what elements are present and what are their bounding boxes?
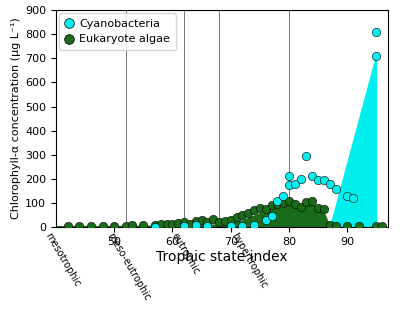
Eukaryote algae [228, 217, 234, 222]
Cyanobacteria [303, 153, 310, 159]
Eukaryote algae [356, 223, 362, 228]
Eukaryote algae [292, 201, 298, 207]
Eukaryote algae [286, 198, 292, 203]
Cyanobacteria [350, 195, 356, 201]
Y-axis label: Chlorophyll-α concentration (µg L⁻¹): Chlorophyll-α concentration (µg L⁻¹) [11, 18, 21, 219]
Polygon shape [330, 56, 376, 227]
Eukaryote algae [274, 201, 280, 207]
Text: meso-eutrophic: meso-eutrophic [105, 231, 152, 302]
Cyanobacteria [298, 176, 304, 182]
Cyanobacteria [262, 217, 269, 222]
Cyanobacteria [292, 181, 298, 186]
Eukaryote algae [128, 222, 135, 228]
Polygon shape [56, 204, 330, 227]
Eukaryote algae [268, 203, 275, 208]
Cyanobacteria [326, 181, 333, 186]
Eukaryote algae [257, 205, 263, 210]
Eukaryote algae [298, 204, 304, 209]
Eukaryote algae [111, 223, 118, 229]
Eukaryote algae [315, 205, 321, 210]
Eukaryote algae [210, 216, 216, 221]
Eukaryote algae [251, 207, 257, 213]
Cyanobacteria [239, 223, 246, 228]
Cyanobacteria [251, 222, 257, 227]
Eukaryote algae [169, 221, 176, 227]
X-axis label: Trophic state index: Trophic state index [156, 249, 288, 264]
Eukaryote algae [99, 223, 106, 228]
Cyanobacteria [204, 224, 211, 229]
Eukaryote algae [181, 220, 187, 225]
Eukaryote algae [164, 221, 170, 226]
Eukaryote algae [187, 221, 193, 226]
Eukaryote algae [152, 222, 158, 228]
Cyanobacteria [286, 182, 292, 188]
Text: mesotrophic: mesotrophic [43, 231, 82, 288]
Cyanobacteria [321, 177, 327, 183]
Text: hypertrophic: hypertrophic [229, 231, 268, 290]
Eukaryote algae [158, 221, 164, 227]
Cyanobacteria [344, 193, 350, 198]
Eukaryote algae [192, 218, 199, 224]
Eukaryote algae [233, 215, 240, 220]
Cyanobacteria [192, 222, 199, 228]
Eukaryote algae [303, 199, 310, 204]
Eukaryote algae [373, 224, 380, 229]
Cyanobacteria [228, 223, 234, 229]
Eukaryote algae [332, 223, 339, 228]
Cyanobacteria [309, 174, 316, 179]
Text: eutrophic: eutrophic [170, 231, 202, 276]
Eukaryote algae [140, 222, 146, 227]
Cyanobacteria [286, 174, 292, 179]
Cyanobacteria [152, 224, 158, 229]
Eukaryote algae [239, 212, 246, 218]
Eukaryote algae [309, 198, 316, 203]
Cyanobacteria [373, 53, 380, 58]
Cyanobacteria [280, 193, 286, 198]
Eukaryote algae [321, 206, 327, 212]
Eukaryote algae [76, 224, 82, 229]
Eukaryote algae [262, 206, 269, 212]
Cyanobacteria [373, 29, 380, 34]
Eukaryote algae [175, 220, 182, 225]
Eukaryote algae [64, 223, 71, 228]
Cyanobacteria [274, 198, 280, 203]
Eukaryote algae [88, 223, 94, 229]
Eukaryote algae [326, 222, 333, 227]
Eukaryote algae [204, 220, 211, 225]
Cyanobacteria [181, 223, 187, 228]
Eukaryote algae [280, 200, 286, 206]
Legend: Cyanobacteria, Eukaryote algae: Cyanobacteria, Eukaryote algae [59, 13, 176, 50]
Eukaryote algae [216, 220, 222, 225]
Eukaryote algae [344, 224, 350, 229]
Eukaryote algae [222, 218, 228, 224]
Cyanobacteria [332, 186, 339, 191]
Eukaryote algae [379, 223, 385, 228]
Eukaryote algae [198, 217, 205, 222]
Cyanobacteria [315, 177, 321, 183]
Cyanobacteria [268, 214, 275, 219]
Eukaryote algae [245, 210, 252, 215]
Eukaryote algae [123, 223, 129, 228]
